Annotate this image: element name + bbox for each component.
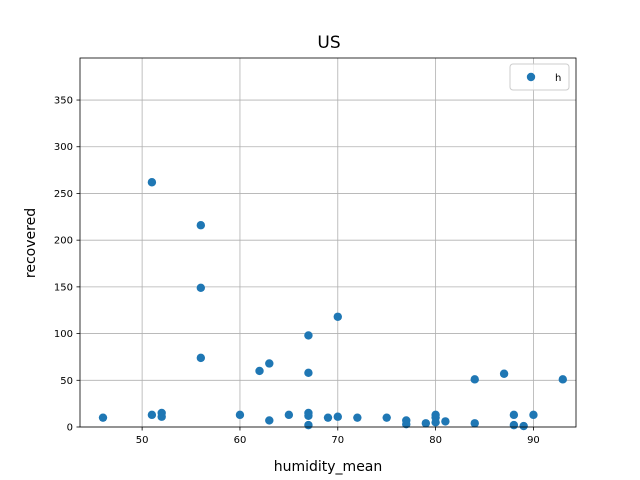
data-point [157,412,166,421]
y-tick-label: 350 [54,96,73,107]
x-tick-label: 50 [136,435,149,446]
data-point [323,413,333,422]
data-point [147,178,157,187]
data-point [509,410,519,420]
y-axis-ticks: 0 50 100 150 200 250 300 350 [54,96,80,434]
data-point [499,369,509,378]
x-tick-label: 90 [527,435,540,446]
data-point [519,421,528,431]
data-point [304,331,313,340]
data-point [255,366,264,376]
data-point [558,375,567,384]
x-tick-label: 80 [429,435,442,446]
data-point [402,419,411,429]
data-point [196,353,206,363]
y-tick-label: 250 [54,189,73,200]
data-point [333,312,342,321]
y-tick-label: 0 [67,423,73,434]
chart-title: US [317,33,340,53]
data-point [235,410,245,420]
data-point [196,283,206,293]
legend-box [509,63,570,91]
data-point [333,412,342,421]
y-tick-label: 100 [54,329,73,340]
y-tick-label: 150 [54,282,73,293]
data-point [509,420,519,430]
data-point [304,368,313,378]
data-point [304,420,313,430]
data-point [98,413,108,422]
data-point [196,221,206,230]
data-point [421,419,431,428]
y-axis-label: recovered [23,208,39,278]
y-tick-label: 200 [54,236,73,247]
data-point [529,410,538,420]
legend-marker [526,72,536,82]
data-point [304,411,313,420]
x-axis-ticks: 50 60 70 80 90 [136,427,540,446]
plot-frame [79,57,577,428]
data-point [431,418,440,427]
y-tick-label: 50 [60,376,73,387]
data-point [353,413,362,422]
data-point [470,419,479,428]
data-point [284,410,294,420]
data-point [265,416,274,425]
data-point [265,359,274,368]
legend-label: h [555,73,561,84]
data-point [441,417,450,426]
x-tick-label: 70 [331,435,344,446]
data-point [147,410,157,420]
x-axis-label: humidity_mean [274,459,383,475]
y-tick-label: 300 [54,142,73,153]
data-point [470,375,479,384]
x-tick-label: 60 [234,435,247,446]
data-points [98,178,567,431]
legend: h [509,63,570,91]
data-point [382,413,391,422]
